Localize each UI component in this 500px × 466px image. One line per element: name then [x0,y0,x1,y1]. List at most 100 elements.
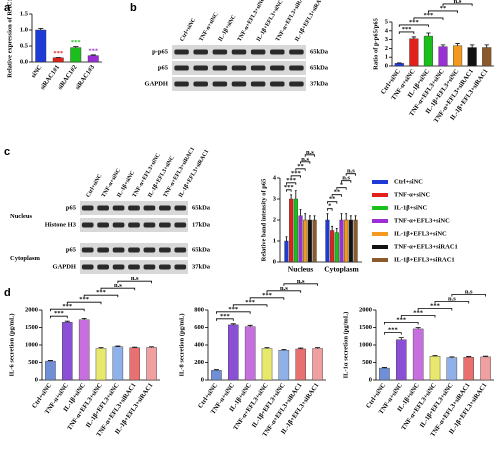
significance-bracket [428,10,458,13]
error-bar [90,54,96,56]
significance-label: *** [71,39,81,46]
blot-band [212,49,228,55]
bar [482,47,492,67]
blot-band [174,264,187,270]
y-tick-label: 600 [194,324,204,331]
panel-label: d [4,287,11,299]
blot-band [143,205,156,211]
row-label: GAPDH [53,263,76,270]
bar [379,367,390,381]
legend-swatch [372,245,388,249]
y-axis-label: IL-8 secretion (pg/mL) [178,313,185,376]
y-tick-label: 1 [273,237,276,244]
blot-band [193,81,208,87]
row-label: p65 [66,204,77,211]
blot-band [174,247,187,253]
blot-band [250,81,266,87]
error-bar [294,190,297,199]
significance-bracket [341,180,352,183]
significance-label: * [328,203,331,210]
error-bar [469,44,475,48]
y-tick-label: 0 [201,376,204,383]
band-size: 65kDa [192,246,211,253]
error-bar [285,236,288,241]
blot-band [231,81,247,87]
bar [261,348,273,381]
x-tick-label: Nucleus [288,265,314,274]
significance-label: n.s [280,285,288,292]
significance-label: *** [424,12,434,19]
significance-label: *** [220,313,230,320]
error-bar [398,337,404,340]
significance-bracket [83,294,119,298]
blot-band [158,222,171,228]
error-bar [299,209,302,216]
significance-bracket [216,311,251,314]
blot-band [270,81,285,87]
bar [78,319,90,381]
row-label: Histone H3 [45,221,77,228]
error-bar [484,44,489,48]
blot-band [289,65,304,71]
significance-label: *** [88,47,98,54]
band-size: 17kDa [192,221,211,228]
blot-band [128,247,140,253]
band-size: 37kDa [192,263,211,270]
error-bar [304,213,307,220]
bar [95,348,107,381]
bar [45,360,56,381]
significance-bracket [66,301,102,305]
bar [429,356,441,381]
y-tick-label: 4 [273,174,277,181]
blot-band [112,222,125,228]
significance-label: *** [262,292,272,299]
blot-band [112,247,125,253]
blot-band [289,81,304,87]
blot-band [81,264,94,270]
blot-band [174,49,189,55]
bar [52,57,64,63]
y-tick-label: 0.0 [20,58,28,65]
significance-label: *** [245,299,255,306]
group-label: Nucleus [10,213,33,220]
band-size: 65kDa [310,48,329,55]
significance-bracket [50,315,68,319]
bar [334,232,339,263]
bar [412,328,424,381]
significance-label: *** [413,309,423,316]
error-bar [47,360,53,362]
y-tick-label: 1500 [359,324,372,331]
error-bar [315,347,321,349]
significance-bracket [336,187,347,190]
bar [244,326,256,381]
blot-band [128,222,140,228]
blot-band [250,65,266,71]
bar [312,219,317,263]
blot-band [158,264,171,270]
blot-band [158,205,171,211]
bar [453,45,463,67]
blot-band [143,264,156,270]
significance-bracket [300,161,311,164]
significance-bracket [249,297,285,300]
panel-label: b [130,2,137,14]
significance-label: *** [96,289,106,296]
significance-bracket [290,175,301,178]
error-bar [483,355,489,357]
error-bar [411,36,417,39]
error-bar [345,213,348,220]
legend-label: IL-1β+EFL3+siRAC1 [394,256,455,263]
blot-band [174,65,189,71]
bar [112,346,124,381]
blot-band [250,49,266,55]
significance-bracket [266,290,302,293]
significance-bracket [398,31,415,34]
significance-bracket [117,280,152,284]
blot-band [174,205,187,211]
bar [325,219,330,263]
significance-bracket [327,201,338,204]
legend-swatch [372,232,388,236]
significance-label: *** [409,19,419,26]
bar [330,230,335,263]
bar [396,339,407,381]
